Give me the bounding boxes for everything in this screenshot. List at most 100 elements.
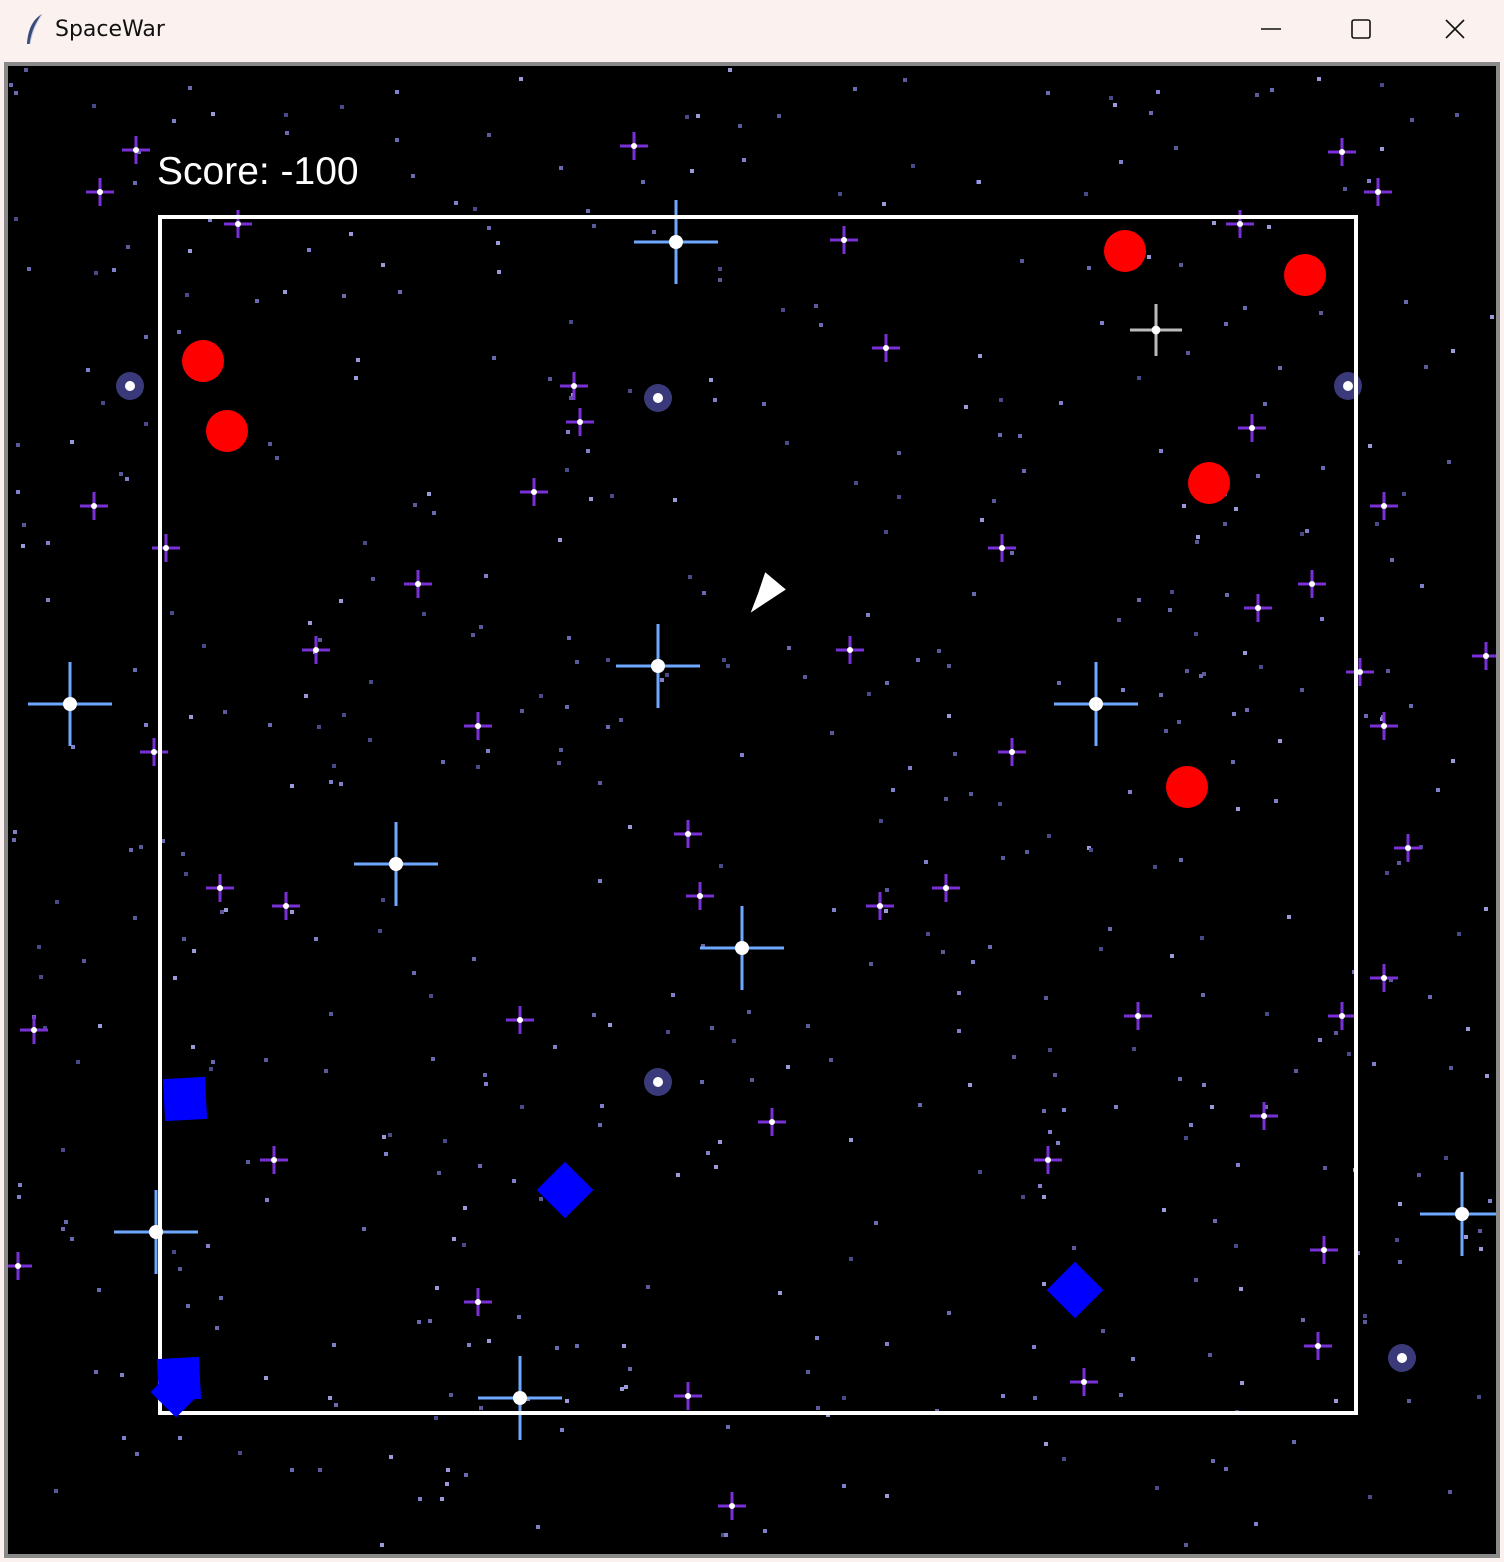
- star-dot: [676, 1173, 680, 1177]
- sparkle-star: [206, 874, 234, 902]
- minimize-button[interactable]: [1226, 0, 1316, 58]
- star-dot: [539, 1197, 543, 1201]
- star-dot: [866, 613, 870, 617]
- star-dot: [1320, 617, 1324, 621]
- sparkle-star: [1250, 1102, 1278, 1130]
- star-dot: [82, 959, 86, 963]
- star-dot: [1046, 91, 1050, 95]
- game-canvas[interactable]: Score: -100: [8, 66, 1496, 1554]
- star-dot: [916, 658, 920, 662]
- halo-star-core: [653, 393, 663, 403]
- star-dot: [1428, 995, 1432, 999]
- star-dot: [126, 245, 130, 249]
- close-button[interactable]: [1410, 0, 1500, 58]
- sparkle-star: [566, 408, 594, 436]
- star-dot: [1424, 365, 1428, 369]
- star-dot: [998, 433, 1002, 437]
- star-dot: [265, 1198, 269, 1202]
- sparkle-star: [8, 1252, 32, 1280]
- star-dot: [1380, 83, 1384, 87]
- star-dot: [471, 633, 475, 637]
- star-dot: [763, 1529, 767, 1533]
- play-area-border: [158, 215, 1358, 1415]
- star-dot: [1137, 376, 1141, 380]
- star-dot: [685, 115, 689, 119]
- star-dot: [363, 541, 367, 545]
- star-dot: [1018, 434, 1022, 438]
- sparkle-star: [478, 1356, 562, 1440]
- sparkle-star: [20, 1016, 48, 1044]
- star-dot: [133, 668, 137, 672]
- star-dot: [1255, 93, 1259, 97]
- star-dot: [559, 166, 563, 170]
- star-dot: [728, 68, 732, 72]
- star-dot: [14, 217, 18, 221]
- star-dot: [718, 1140, 722, 1144]
- star-dot: [1301, 1318, 1305, 1322]
- star-dot: [842, 1484, 846, 1488]
- star-dot: [1380, 147, 1384, 151]
- star-dot: [924, 860, 928, 864]
- star-dot: [1347, 1052, 1351, 1056]
- star-dot: [732, 1039, 736, 1043]
- star-dot: [1208, 1353, 1212, 1357]
- star-dot: [879, 819, 883, 823]
- star-dot: [238, 1451, 242, 1455]
- star-dot: [849, 1257, 853, 1261]
- star-dot: [1449, 1066, 1453, 1070]
- star-dot: [1177, 720, 1181, 724]
- star-dot: [718, 267, 722, 271]
- star-dot: [329, 780, 333, 784]
- star-dot: [71, 745, 75, 749]
- sparkle-star: [520, 478, 548, 506]
- sparkle-star: [620, 132, 648, 160]
- star-dot: [1048, 1130, 1052, 1134]
- maximize-button[interactable]: [1316, 0, 1406, 58]
- star-dot: [55, 900, 59, 904]
- star-dot: [1170, 590, 1174, 594]
- star-dot: [1386, 669, 1390, 673]
- star-dot: [1294, 1069, 1298, 1073]
- star-dot: [369, 680, 373, 684]
- star-dot: [1194, 1278, 1198, 1282]
- sparkle-star: [1226, 210, 1254, 238]
- star-dot: [1119, 1393, 1123, 1397]
- halo-star-core: [653, 1077, 663, 1087]
- sparkle-star: [1130, 304, 1182, 356]
- sparkle-star: [354, 822, 438, 906]
- star-dot: [486, 749, 490, 753]
- star-dot: [119, 472, 123, 476]
- star-dot: [1224, 1467, 1228, 1471]
- star-dot: [144, 723, 148, 727]
- sparkle-star: [686, 882, 714, 910]
- red-enemy: [1188, 462, 1230, 504]
- star-dot: [317, 725, 321, 729]
- star-dot: [389, 1455, 393, 1459]
- star-dot: [1213, 1219, 1217, 1223]
- star-dot: [706, 1151, 710, 1155]
- star-dot: [589, 497, 593, 501]
- star-dot: [484, 574, 488, 578]
- star-dot: [882, 202, 886, 206]
- star-dot: [897, 451, 901, 455]
- star-dot: [46, 598, 50, 602]
- star-dot: [339, 599, 343, 603]
- star-dot: [785, 441, 789, 445]
- star-dot: [1012, 1055, 1016, 1059]
- star-dot: [1179, 263, 1183, 267]
- star-dot: [829, 1058, 833, 1062]
- star-dot: [747, 1010, 751, 1014]
- star-dot: [553, 1045, 557, 1049]
- star-dot: [998, 802, 1002, 806]
- star-dot: [429, 994, 433, 998]
- star-dot: [803, 675, 807, 679]
- sparkle-star: [674, 1382, 702, 1410]
- star-dot: [380, 1543, 384, 1547]
- star-dot: [1368, 1495, 1372, 1499]
- star-dot: [37, 945, 41, 949]
- star-dot: [1254, 1522, 1258, 1526]
- star-dot: [1363, 1320, 1367, 1324]
- star-dot: [1162, 1208, 1166, 1212]
- sparkle-star: [1346, 658, 1374, 686]
- star-dot: [926, 932, 930, 936]
